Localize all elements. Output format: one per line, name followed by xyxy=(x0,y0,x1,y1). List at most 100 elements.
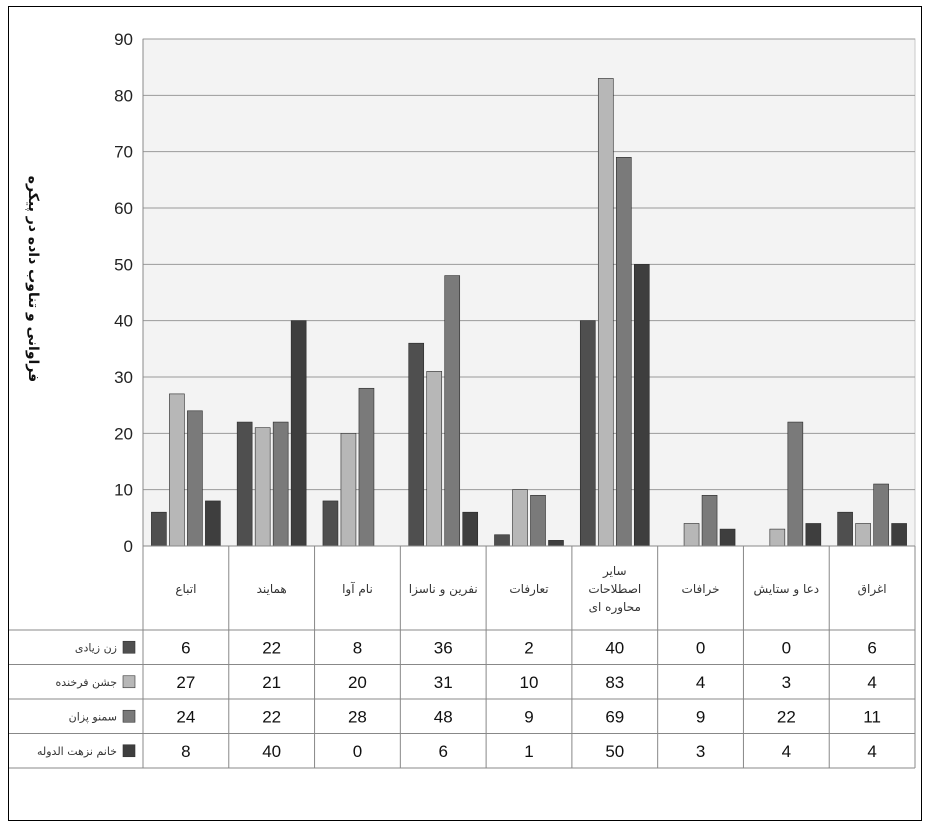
bar xyxy=(169,393,185,547)
data-label: 6 xyxy=(181,638,190,657)
series-name: خانم نزهت الدوله xyxy=(37,745,117,758)
y-tick-label: 60 xyxy=(114,199,133,218)
data-label: 0 xyxy=(353,742,362,761)
data-label: 48 xyxy=(434,707,453,726)
y-tick-label: 70 xyxy=(114,143,133,162)
category-label: خرافات xyxy=(682,582,720,597)
data-label: 22 xyxy=(262,707,281,726)
data-label: 69 xyxy=(605,707,624,726)
bar xyxy=(769,528,786,547)
data-label: 9 xyxy=(696,707,705,726)
bar xyxy=(254,427,271,547)
y-tick-label: 10 xyxy=(114,481,133,500)
bar xyxy=(272,421,289,547)
bar xyxy=(719,528,736,547)
data-label: 31 xyxy=(434,673,453,692)
data-label: 6 xyxy=(867,638,876,657)
category-label: تعارفات xyxy=(509,582,548,597)
bar xyxy=(579,320,596,547)
data-label: 8 xyxy=(181,742,190,761)
series-name: جشن فرخنده xyxy=(56,676,117,689)
legend-swatch xyxy=(122,709,136,723)
data-label: 4 xyxy=(696,673,705,692)
data-label: 11 xyxy=(863,707,881,726)
data-label: 3 xyxy=(782,673,791,692)
bar xyxy=(462,511,479,547)
category-label: سایر اصطلاحات محاوره ای xyxy=(588,564,641,615)
data-label: 3 xyxy=(696,742,705,761)
category-label: نام آوا xyxy=(342,581,373,597)
data-label: 50 xyxy=(605,742,624,761)
data-label: 40 xyxy=(262,742,281,761)
y-tick-label: 50 xyxy=(114,255,133,274)
bar xyxy=(891,523,907,547)
y-tick-label: 0 xyxy=(124,537,133,556)
bar xyxy=(701,494,718,547)
legend-swatch xyxy=(122,675,136,689)
bar xyxy=(340,433,357,547)
bar xyxy=(615,157,632,547)
bar xyxy=(408,342,425,547)
bar xyxy=(444,275,461,547)
data-label: 4 xyxy=(867,673,876,692)
data-label: 28 xyxy=(348,707,367,726)
bar xyxy=(151,511,167,547)
bar xyxy=(787,421,804,547)
bar xyxy=(290,320,307,547)
category-label: نفرین و ناسزا xyxy=(409,582,478,597)
bar xyxy=(426,371,443,547)
bar xyxy=(236,421,253,547)
bar xyxy=(205,500,221,547)
bar xyxy=(837,511,853,547)
bar xyxy=(873,483,889,547)
data-label: 9 xyxy=(524,707,533,726)
data-label: 2 xyxy=(524,638,533,657)
y-tick-label: 30 xyxy=(114,368,133,387)
category-label: دعا و ستایش xyxy=(754,582,820,597)
data-label: 24 xyxy=(176,707,195,726)
legend-swatch xyxy=(122,640,136,654)
y-axis-label: فراوانی و تناوب داده در پیکره xyxy=(25,176,41,382)
category-label: همایند xyxy=(257,582,287,596)
data-label: 0 xyxy=(696,638,705,657)
data-label: 8 xyxy=(353,638,362,657)
data-label: 20 xyxy=(348,673,367,692)
category-label: اغراق xyxy=(858,582,887,597)
category-label: اتباع xyxy=(175,582,196,596)
data-label: 36 xyxy=(434,638,453,657)
bar xyxy=(530,494,546,547)
bar xyxy=(358,387,375,547)
y-tick-label: 80 xyxy=(114,86,133,105)
data-label: 4 xyxy=(782,742,791,761)
grouped-bar-chart: فراوانی و تناوب داده در پیکره 0102030405… xyxy=(9,30,916,769)
legend-swatch xyxy=(122,744,136,758)
bar xyxy=(683,523,700,547)
y-tick-label: 40 xyxy=(114,312,133,331)
data-label: 83 xyxy=(605,673,624,692)
plot-background xyxy=(142,38,916,547)
data-label: 4 xyxy=(867,742,876,761)
bar xyxy=(512,489,528,547)
data-label: 22 xyxy=(777,707,796,726)
bar xyxy=(633,264,650,547)
data-label: 0 xyxy=(782,638,791,657)
y-tick-label: 20 xyxy=(114,424,133,443)
data-label: 27 xyxy=(176,673,195,692)
series-name: سمنو پزان xyxy=(69,710,117,723)
data-label: 10 xyxy=(520,673,539,692)
data-label: 1 xyxy=(524,742,533,761)
data-label: 21 xyxy=(262,673,281,692)
bar xyxy=(855,523,871,547)
data-table: اتباع همایند نام آوا نفرین و ناسزا تعارفات سا… xyxy=(9,545,916,769)
bar xyxy=(322,500,339,547)
bar xyxy=(805,523,822,547)
plot-area: 0 10 20 30 40 50 60 70 80 90 xyxy=(114,30,916,556)
data-label: 40 xyxy=(605,638,624,657)
bar xyxy=(494,534,510,547)
bar xyxy=(187,410,203,547)
data-label: 22 xyxy=(262,638,281,657)
bar xyxy=(597,78,614,547)
data-label: 6 xyxy=(438,742,447,761)
bar xyxy=(548,540,564,547)
series-name: زن زیادی xyxy=(75,641,117,654)
